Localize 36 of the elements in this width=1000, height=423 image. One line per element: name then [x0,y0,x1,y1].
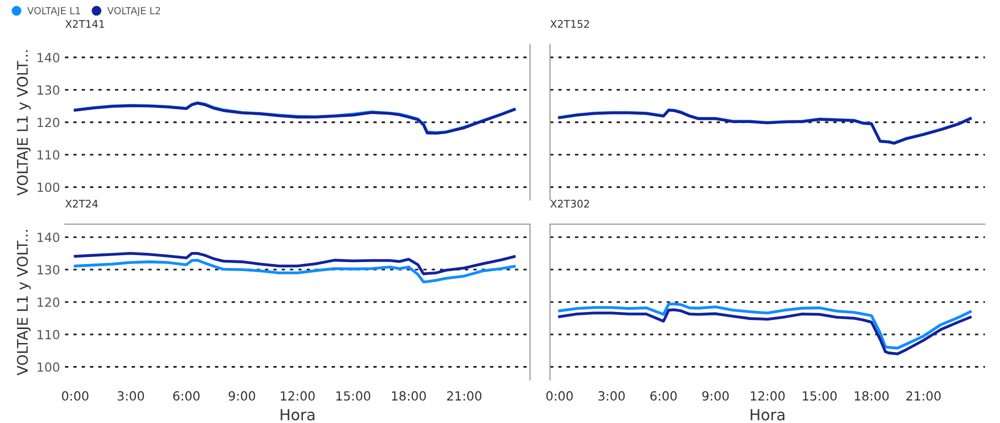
x-tick-label: 15:00 [802,391,837,401]
chart-title: X2T152 [550,20,589,28]
y-tick-label: 130 [38,265,60,275]
x-tick-label: 15:00 [336,391,370,401]
y-tick-label: 100 [38,362,60,372]
x-tick-label: 6:00 [173,391,200,401]
y-tick-label: 140 [38,232,60,242]
x-tick-label: 18:00 [392,391,426,401]
x-tick-label: 21:00 [447,391,482,401]
x-tick-label: 0:00 [62,391,88,401]
x-tick-label: 3:00 [118,391,144,401]
x-tick-label: 12:00 [280,391,315,401]
x-tick-label: 6:00 [650,391,677,401]
x-tick-label: 3:00 [598,391,625,401]
chart-title: X2T141 [65,20,104,28]
x-tick-label: 12:00 [750,391,785,401]
y-tick-label: 110 [38,150,60,160]
x-tick-label: 18:00 [854,391,889,401]
x-tick-label: 9:00 [228,391,256,401]
y-tick-label: 120 [38,297,60,307]
y-tick-label: 120 [38,118,60,128]
legend-label: VOLTAJE L2 [107,6,160,16]
y-tick-label: 110 [38,330,60,340]
x-axis-title: Hora [750,409,784,420]
legend-label: VOLTAJE L1 [27,6,80,16]
y-axis-title: VOLTAJE L1 y VOLT... [16,50,31,196]
x-tick-label: 0:00 [546,391,573,401]
x-tick-label: 21:00 [906,391,941,401]
y-tick-label: 100 [38,182,60,192]
y-axis-title: VOLTAJE L1 y VOLT... [16,230,31,376]
y-tick-label: 140 [38,52,60,62]
y-tick-label: 130 [38,85,60,95]
chart-title: X2T24 [65,200,98,208]
x-axis-title: Hora [280,409,314,420]
chart-title: X2T302 [550,200,589,208]
x-tick-label: 9:00 [702,391,729,401]
